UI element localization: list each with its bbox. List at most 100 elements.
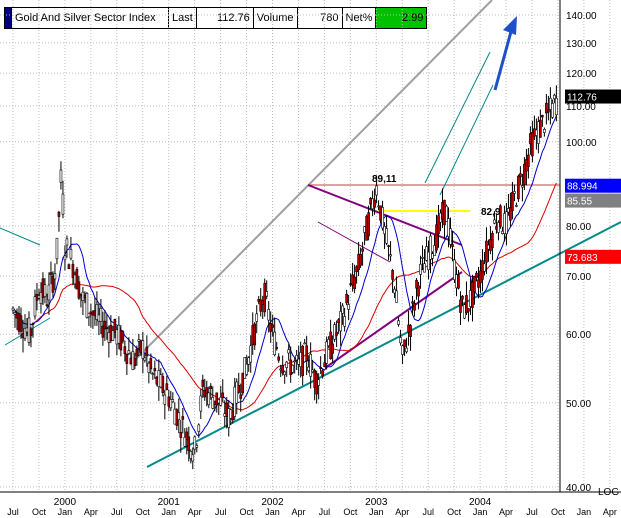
price-bar-body xyxy=(413,302,416,311)
axes xyxy=(0,0,621,493)
price-bar-body xyxy=(215,392,219,406)
x-month-label: Apr xyxy=(499,507,513,517)
price-bar-body xyxy=(69,249,73,259)
grid xyxy=(0,0,611,492)
price-bar-body xyxy=(255,313,259,322)
price-bar-body xyxy=(125,353,129,364)
price-bar-body xyxy=(491,232,494,249)
x-month-label: Oct xyxy=(32,507,47,517)
volume-label: Volume xyxy=(254,8,298,28)
price-bar-body xyxy=(435,224,438,251)
price-bar-body xyxy=(409,325,412,337)
price-bar-body xyxy=(237,385,241,393)
price-bar-body xyxy=(121,331,125,342)
x-month-label: Jul xyxy=(422,507,434,517)
price-bar-body xyxy=(445,205,448,222)
price-bar-body xyxy=(67,264,71,270)
price-bar-body xyxy=(453,259,456,281)
price-bar-body xyxy=(555,97,558,116)
price-bar-body xyxy=(65,238,69,246)
price-bar-body xyxy=(239,394,243,399)
price-bar-body xyxy=(485,240,488,263)
price-bar-body xyxy=(305,345,308,362)
price-bar-body xyxy=(353,276,356,290)
axis-labels: 140.00 130.00 120.00 110.00 100.00 80.00 70.00… xyxy=(7,11,621,517)
price-bar-body xyxy=(431,253,434,259)
price-bar-body xyxy=(545,102,548,114)
price-tag: 85.55 xyxy=(565,193,621,208)
price-bar-body xyxy=(551,103,554,118)
x-month-label: Jul xyxy=(111,507,123,517)
price-bar-body xyxy=(335,332,338,336)
price-bar-body xyxy=(191,454,195,462)
price-bar-body xyxy=(285,361,288,368)
price-bar-body xyxy=(259,299,263,312)
price-bar-body xyxy=(133,357,137,367)
price-bar-body xyxy=(275,347,278,349)
log-scale-label: LOG xyxy=(598,487,619,498)
price-bar-body xyxy=(411,301,414,304)
price-bar-body xyxy=(343,316,346,327)
price-bar-body xyxy=(113,318,117,333)
price-tag: 88.994 xyxy=(565,178,621,193)
price-bar-body xyxy=(459,299,462,313)
price-bar-body xyxy=(345,293,348,304)
x-year-label: 2000 xyxy=(54,497,77,508)
price-bar-body xyxy=(367,212,370,237)
price-tag-bg xyxy=(565,193,621,208)
ma-long-line xyxy=(12,182,557,411)
price-bar-body xyxy=(341,305,344,314)
price-bar-body xyxy=(193,436,197,450)
y-tick-label: 140.00 xyxy=(566,11,597,22)
price-bar-body xyxy=(477,279,480,288)
price-bar-body xyxy=(31,323,35,325)
price-bar-body xyxy=(475,272,478,279)
price-bar-body xyxy=(149,358,153,370)
price-bar-body xyxy=(277,356,280,361)
annotation-resistance: 89,11 xyxy=(372,174,397,185)
price-bar-body xyxy=(163,394,167,405)
price-bar-body xyxy=(23,327,27,339)
price-tag-value: 85.55 xyxy=(567,197,592,208)
price-bar-body xyxy=(505,211,508,235)
price-bar-body xyxy=(387,245,390,247)
x-month-label: Apr xyxy=(603,507,617,517)
price-bar-body xyxy=(521,185,524,188)
price-bar-body xyxy=(123,346,127,355)
overlay-lines xyxy=(0,0,621,468)
price-bar-body xyxy=(77,281,81,299)
x-year-label: 2004 xyxy=(469,497,492,508)
price-bar-body xyxy=(323,362,326,367)
x-month-label: Apr xyxy=(395,507,409,517)
price-bar-body xyxy=(471,281,474,309)
x-month-label: Oct xyxy=(447,507,462,517)
price-bar-body xyxy=(221,392,225,399)
price-bar-body xyxy=(273,331,276,355)
y-tick-label: 80.00 xyxy=(566,222,591,233)
price-bar-body xyxy=(483,263,486,272)
price-bar-body xyxy=(385,228,388,244)
price-bar-body xyxy=(301,345,304,376)
price-bar-body xyxy=(465,295,468,314)
price-bar-body xyxy=(421,256,424,259)
price-bar-body xyxy=(151,373,155,375)
price-bar-body xyxy=(241,372,245,394)
price-bar-body xyxy=(291,364,294,373)
trendline-triangle-upper xyxy=(317,221,391,263)
price-bar-body xyxy=(541,114,544,118)
price-bar-body xyxy=(101,325,105,338)
price-bar-body xyxy=(47,284,51,301)
ma-short-line xyxy=(12,115,557,437)
price-bar-body xyxy=(375,185,378,196)
price-bar-body xyxy=(169,399,173,409)
price-bar-body xyxy=(403,339,406,347)
x-month-label: Apr xyxy=(291,507,305,517)
price-bar-body xyxy=(281,365,284,374)
price-bar-body xyxy=(265,291,269,297)
x-month-label: Jan xyxy=(369,507,384,517)
price-bar-body xyxy=(373,199,376,208)
price-bar-body xyxy=(161,376,165,394)
price-bar-body xyxy=(75,269,79,290)
price-bar-body xyxy=(195,445,199,448)
price-bar-body xyxy=(401,345,404,355)
